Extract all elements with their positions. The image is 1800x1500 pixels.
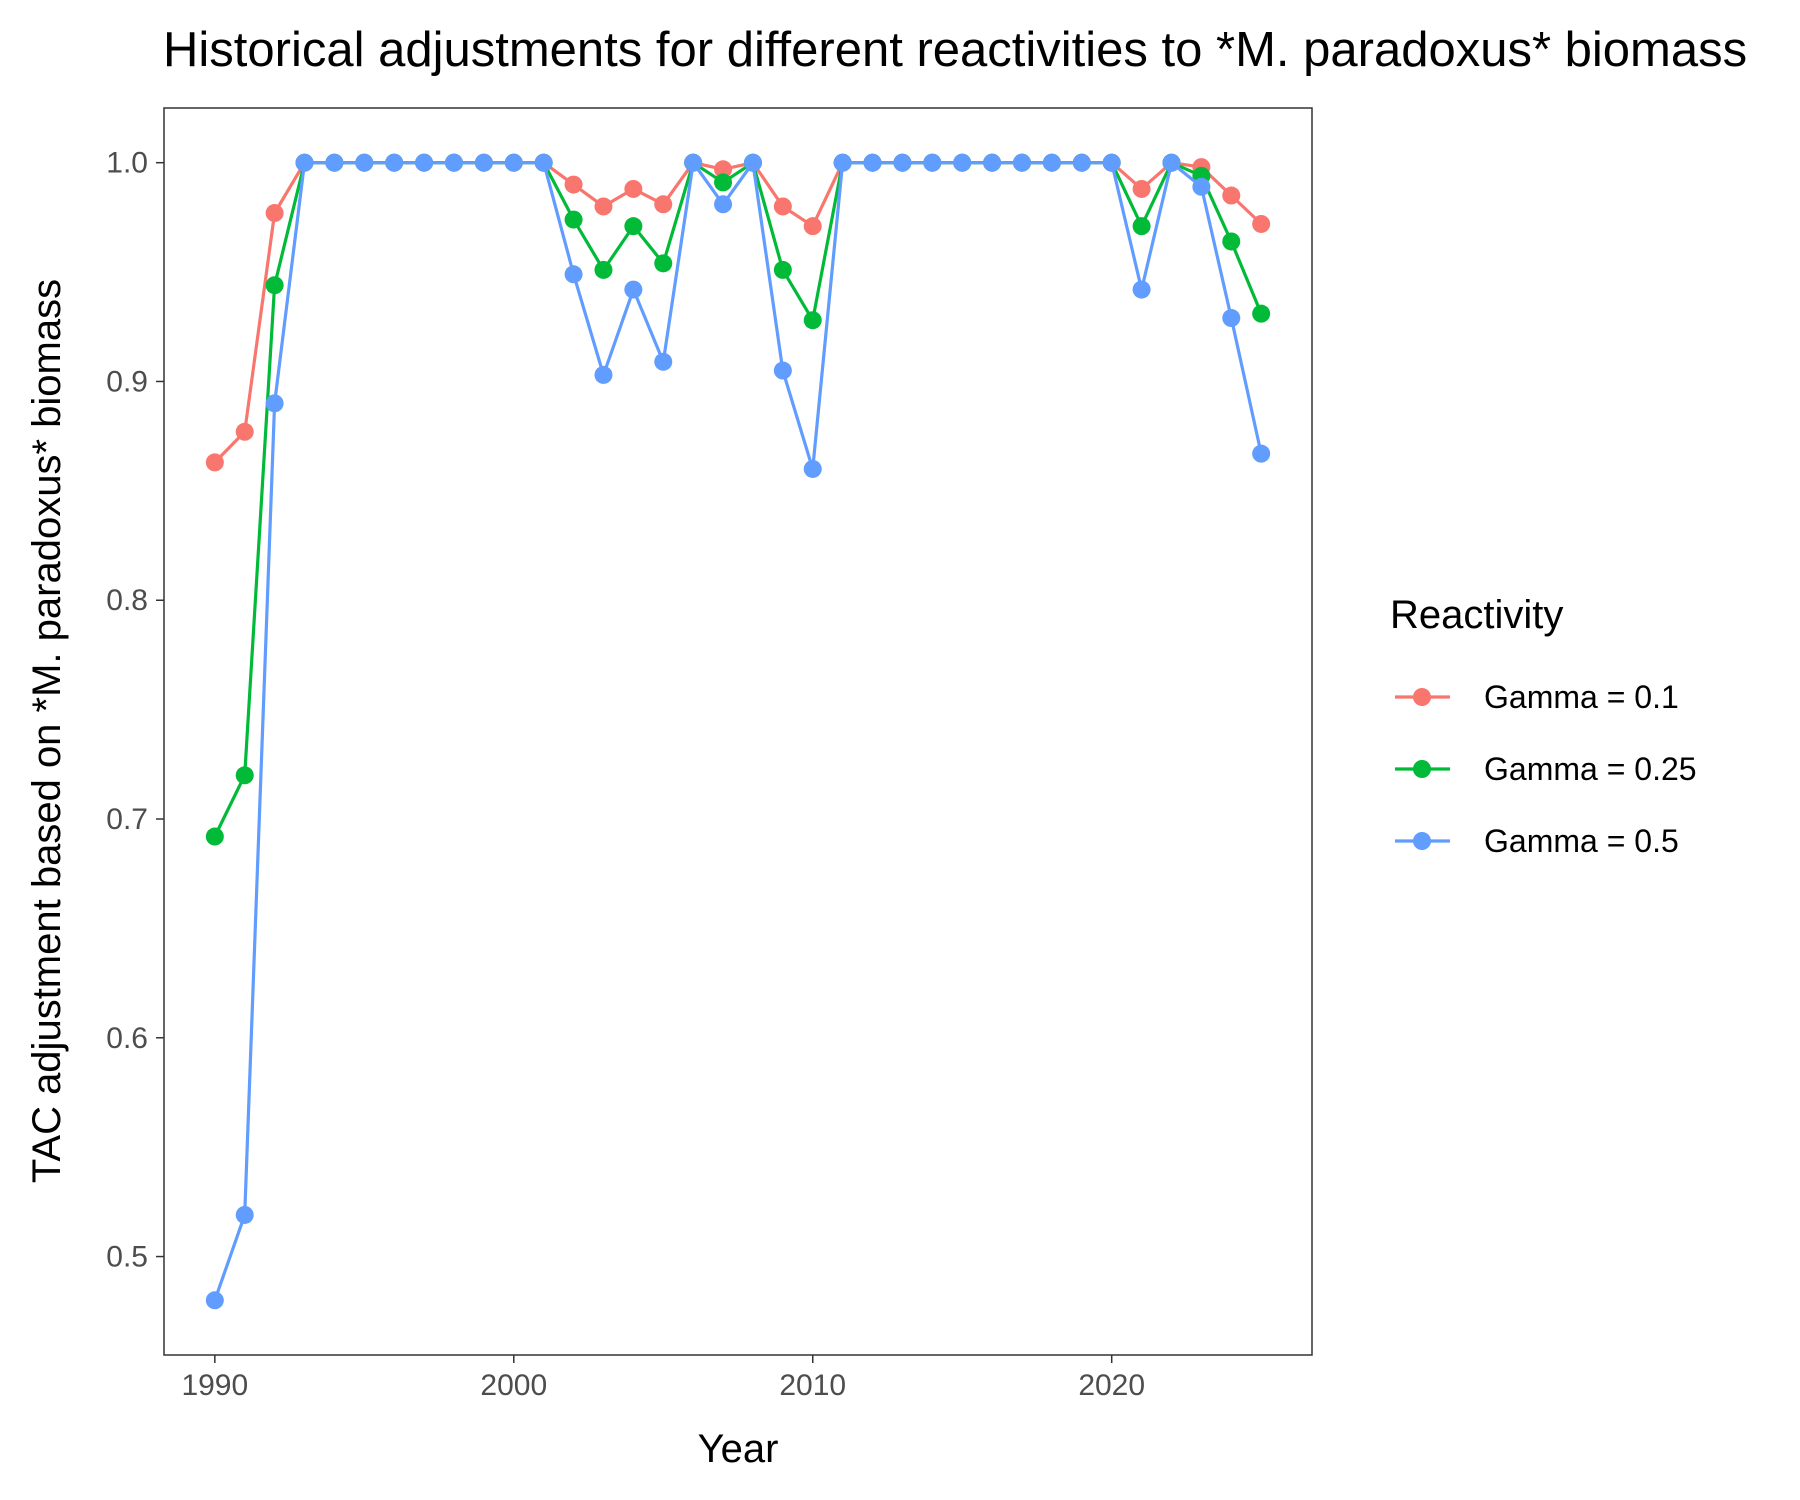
data-point <box>1252 444 1271 463</box>
data-point <box>1162 153 1181 172</box>
data-point <box>773 361 792 380</box>
data-point <box>624 217 643 236</box>
chart-title: Historical adjustments for different rea… <box>163 23 1747 77</box>
x-axis: 1990 2000 2010 2020 <box>181 1355 1145 1402</box>
data-point <box>1132 179 1151 198</box>
data-point <box>415 153 434 172</box>
data-point <box>1072 153 1091 172</box>
data-point <box>714 173 733 192</box>
data-point <box>1222 309 1241 328</box>
data-point <box>953 153 972 172</box>
legend-key-point <box>1413 688 1431 706</box>
legend-item: Gamma = 0.1 <box>1395 679 1679 715</box>
data-point <box>1222 186 1241 205</box>
data-point <box>983 153 1002 172</box>
data-point <box>325 153 344 172</box>
data-point <box>833 153 852 172</box>
x-axis-title: Year <box>698 1427 779 1471</box>
data-point <box>1102 153 1121 172</box>
plot-panel <box>163 107 1313 1356</box>
data-point <box>624 280 643 299</box>
data-point <box>265 394 284 413</box>
data-point <box>265 276 284 295</box>
data-point <box>355 153 374 172</box>
data-point <box>624 179 643 198</box>
data-point <box>1222 232 1241 251</box>
data-point <box>235 1205 254 1224</box>
data-point <box>714 195 733 214</box>
y-tick-label: 0.7 <box>106 803 148 836</box>
data-point <box>684 153 703 172</box>
data-point <box>923 153 942 172</box>
data-point <box>564 265 583 284</box>
legend-title: Reactivity <box>1390 593 1563 637</box>
x-tick-label: 1990 <box>181 1369 248 1402</box>
y-tick-label: 0.8 <box>106 584 148 617</box>
data-point <box>504 153 523 172</box>
data-point <box>594 197 613 216</box>
data-point <box>803 459 822 478</box>
data-point <box>235 422 254 441</box>
legend-label: Gamma = 0.25 <box>1484 751 1697 787</box>
data-point <box>803 311 822 330</box>
y-tick-label: 0.5 <box>106 1241 148 1274</box>
data-point <box>773 260 792 279</box>
x-tick-label: 2000 <box>480 1369 547 1402</box>
legend-label: Gamma = 0.5 <box>1484 823 1679 859</box>
x-tick-label: 2010 <box>779 1369 846 1402</box>
data-point <box>1252 214 1271 233</box>
y-tick-label: 0.9 <box>106 365 148 398</box>
data-point <box>654 352 673 371</box>
data-point <box>205 827 224 846</box>
y-tick-label: 1.0 <box>106 147 148 180</box>
data-point <box>205 1291 224 1310</box>
data-point <box>743 153 762 172</box>
legend: Reactivity Gamma = 0.1 Gamma = 0.25 Gamma … <box>1390 593 1697 859</box>
data-point <box>474 153 493 172</box>
data-point <box>205 453 224 472</box>
legend-item: Gamma = 0.5 <box>1395 823 1679 859</box>
data-point <box>803 217 822 236</box>
data-point <box>1132 217 1151 236</box>
series-layer <box>205 153 1271 1310</box>
data-point <box>863 153 882 172</box>
data-point <box>893 153 912 172</box>
x-tick-label: 2020 <box>1078 1369 1145 1402</box>
y-tick-label: 0.6 <box>106 1022 148 1055</box>
legend-label: Gamma = 0.1 <box>1484 679 1679 715</box>
y-axis-title: TAC adjustment based on *M. paradoxus* b… <box>25 279 69 1183</box>
legend-key-point <box>1413 832 1431 850</box>
legend-item: Gamma = 0.25 <box>1395 751 1697 787</box>
data-point <box>594 365 613 384</box>
data-point <box>1132 280 1151 299</box>
data-point <box>564 210 583 229</box>
data-point <box>594 260 613 279</box>
data-point <box>714 160 733 179</box>
data-point <box>1192 177 1211 196</box>
data-point <box>654 195 673 214</box>
data-point <box>654 254 673 273</box>
data-point <box>773 197 792 216</box>
legend-key-point <box>1413 760 1431 778</box>
y-axis: 0.5 0.6 0.7 0.8 0.9 1.0 <box>106 147 164 1274</box>
data-point <box>534 153 553 172</box>
data-point <box>1042 153 1061 172</box>
data-point <box>564 175 583 194</box>
data-point <box>444 153 463 172</box>
data-point <box>295 153 314 172</box>
data-point <box>265 204 284 223</box>
series-3 <box>205 153 1271 1310</box>
data-point <box>1252 304 1271 323</box>
data-point <box>1013 153 1032 172</box>
data-point <box>235 766 254 785</box>
data-point <box>385 153 404 172</box>
